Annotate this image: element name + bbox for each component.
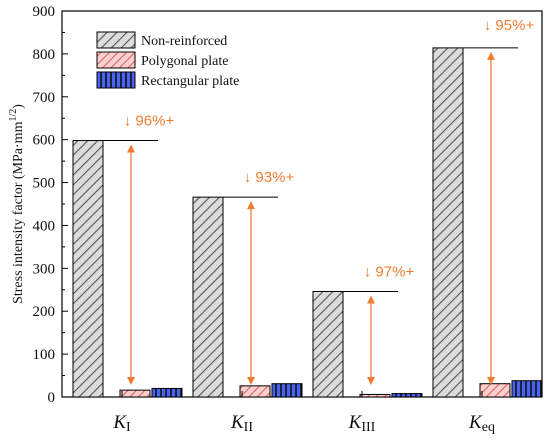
reduction-label: ↓ 93%+ [244, 169, 295, 186]
x-category-label: KI [112, 412, 131, 435]
x-category-sub: III [361, 420, 375, 435]
y-tick-label: 100 [33, 347, 56, 363]
y-tick-label: 300 [33, 261, 56, 277]
legend-swatch [96, 51, 136, 69]
bar-polygonal-plate [119, 389, 151, 398]
y-axis-title-sup: 1/2 [8, 109, 19, 122]
legend-swatch [96, 71, 136, 89]
legend-label: Non-reinforced [141, 34, 227, 49]
x-category-label: KII [230, 412, 253, 435]
legend-label: Rectangular plate [141, 74, 239, 89]
y-tick-label: 700 [33, 90, 56, 106]
y-tick-label: 0 [48, 390, 56, 406]
arrow-head-down-icon [127, 377, 135, 385]
bar-non-reinforced [432, 47, 464, 398]
bar-non-reinforced [192, 196, 224, 398]
x-category-main: K [348, 412, 363, 433]
reduction-label: ↓ 96%+ [124, 113, 175, 130]
bar-non-reinforced [72, 140, 104, 398]
y-axis-label: Stress intensity factor (MPa·mm1/2) [8, 104, 26, 304]
y-axis-title-end: ) [11, 104, 26, 109]
bar-polygonal-plate [479, 383, 511, 398]
bar-polygonal-plate [239, 385, 271, 398]
y-tick-label: 600 [33, 133, 56, 149]
x-category-sub: eq [482, 420, 495, 435]
bar-rectangular-plate [391, 393, 423, 398]
bar-rectangular-plate [511, 380, 543, 398]
y-tick-label: 200 [33, 304, 56, 320]
legend: Non-reinforced Polygonal plate Rectangular… [93, 29, 255, 97]
arrow-head-up-icon [127, 144, 135, 153]
arrow-head-up-icon [247, 201, 255, 210]
legend-swatch [96, 31, 136, 49]
y-axis-title-main: Stress intensity factor (MPa·mm [11, 121, 26, 303]
y-tick-label: 500 [33, 176, 56, 192]
bar-rectangular-plate [151, 387, 183, 398]
reduction-label: ↓ 95%+ [484, 17, 535, 34]
reduction-label: ↓ 97%+ [364, 263, 415, 280]
legend-label: Polygonal plate [141, 54, 229, 69]
arrow-head-down-icon [247, 377, 255, 385]
y-tick-label: 800 [33, 47, 56, 63]
arrow-head-up-icon [367, 295, 375, 304]
x-category-main: K [230, 412, 245, 433]
x-category-main: K [468, 412, 483, 433]
x-category-main: K [112, 412, 127, 433]
bar-rectangular-plate [271, 383, 303, 398]
arrow-head-down-icon [487, 377, 495, 385]
x-category-sub: I [126, 420, 131, 435]
x-category-label: Keq [468, 412, 495, 435]
arrow-head-down-icon [367, 377, 375, 385]
y-tick-label: 400 [33, 218, 56, 234]
y-tick-label: 900 [33, 4, 56, 20]
x-category-label: KIII [348, 412, 376, 435]
arrow-head-up-icon [487, 51, 495, 60]
y-axis-title: Stress intensity factor (MPa·mm1/2) [8, 104, 26, 304]
bar-non-reinforced [312, 290, 344, 398]
x-category-sub: II [244, 420, 254, 435]
bar-polygonal-plate [359, 393, 391, 398]
